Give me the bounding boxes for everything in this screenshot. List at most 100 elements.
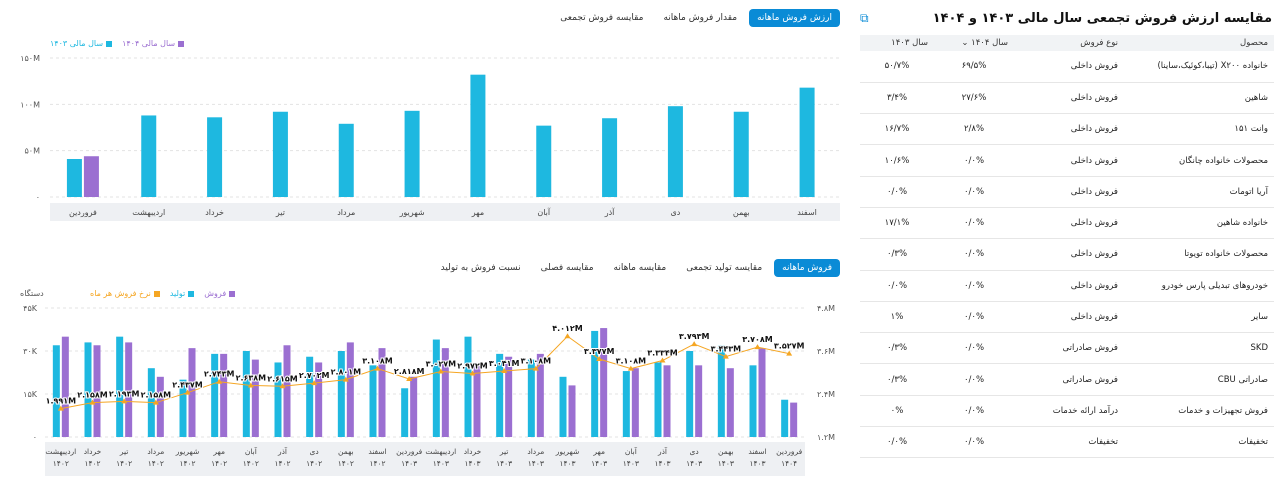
cell-sale-type: فروش داخلی (1014, 144, 1124, 177)
bar-production (84, 342, 92, 437)
rate-line (60, 335, 790, 410)
x-tick-year: ۱۴۰۲ (148, 459, 164, 468)
bar-production (496, 353, 504, 437)
bar-sales (188, 348, 196, 437)
cell-1403: ۵۰/۷% (860, 51, 934, 83)
bar-production (781, 399, 789, 437)
tab-cumulative-production[interactable]: مقایسه تولید تجمعی (686, 263, 763, 273)
bar-sales (568, 385, 576, 437)
cell-1403: ۰/۰% (860, 270, 934, 302)
tab-cumulative-sales[interactable]: مقایسه فروش تجمعی (560, 13, 644, 23)
bar-1404 (83, 156, 99, 197)
col-1404[interactable]: سال ۱۴۰۴ ⌄ (934, 35, 1014, 51)
table-row[interactable]: محصولات خانواده چانگان فروش داخلی ۰/۰% ۱۰/۶… (860, 144, 1274, 177)
legend-item-production[interactable]: تولید (170, 289, 195, 298)
x-tick-label: شهریور (399, 208, 425, 217)
y-left-tick-label: ۰ (33, 433, 37, 442)
y-tick-label: ۱۵۰M (20, 54, 40, 63)
bar-1403 (404, 110, 420, 197)
table-row[interactable]: خانواده X۲۰۰ (تیبا،کوئیک،ساینا) فروش داخل… (860, 51, 1274, 83)
tab-seasonal-comparison[interactable]: مقایسه فصلی (540, 263, 594, 273)
tab-monthly-sales[interactable]: فروش ماهانه (774, 259, 840, 277)
rate-data-label: ۲.۱۵۸M (77, 391, 108, 400)
cell-sale-type: فروش صادراتی (1014, 332, 1124, 365)
rate-point (89, 399, 96, 405)
expand-icon[interactable]: ⧉ (860, 10, 869, 25)
x-tick-label: آذر (277, 446, 288, 456)
x-tick-year: ۱۴۰۲ (338, 459, 354, 468)
table-row[interactable]: وانت ۱۵۱ فروش داخلی ۲/۸% ۱۶/۷% (860, 113, 1274, 146)
x-tick-label: فروردین (69, 208, 97, 217)
rate-point (691, 341, 698, 347)
x-tick-year: ۱۴۰۳ (401, 459, 417, 468)
rate-point (406, 376, 413, 382)
rate-data-label: ۱.۹۹۱M (46, 397, 77, 406)
cell-product: سایر (1124, 301, 1274, 334)
rate-data-label: ۲.۷۰۲M (299, 371, 330, 380)
bar-production (116, 336, 124, 437)
table-row[interactable]: شاهین فروش داخلی ۲۷/۶% ۳/۴% (860, 82, 1274, 115)
x-tick-year: ۱۴۰۲ (116, 459, 132, 468)
x-tick-label: خرداد (464, 447, 482, 456)
col-1403[interactable]: سال ۱۴۰۳ (860, 35, 934, 51)
x-tick-label: فروردین (396, 447, 423, 456)
x-tick-label: بهمن (718, 447, 734, 456)
table-row[interactable]: خانواده شاهین فروش داخلی ۰/۰% ۱۷/۱% (860, 207, 1274, 240)
tab-monthly-sales-value[interactable]: ارزش فروش ماهانه (749, 9, 840, 27)
cell-1404: ۰/۰% (934, 144, 1014, 177)
bar-production (654, 362, 662, 437)
rate-point (532, 365, 539, 371)
cell-1403: ۰/۳% (860, 238, 934, 271)
x-tick-label: دی (671, 208, 681, 217)
bar-sales (220, 353, 228, 437)
legend-item-sales[interactable]: فروش (204, 289, 236, 298)
cell-product: صادراتی CBU (1124, 363, 1274, 396)
col-sale-type[interactable]: نوع فروش (1014, 35, 1124, 51)
cell-sale-type: فروش صادراتی (1014, 363, 1124, 396)
rate-point (786, 350, 793, 356)
rate-point (501, 368, 508, 374)
rate-point (627, 365, 634, 371)
cell-1404: ۰/۰% (934, 395, 1014, 428)
top-chart-legend: سال مالی ۱۴۰۴ سال مالی ۱۴۰۳ (50, 39, 185, 48)
table-row[interactable]: فروش تجهیزات و خدمات درآمد ارائه خدمات ۰/۰… (860, 395, 1274, 428)
bar-sales (473, 365, 481, 437)
table-row[interactable]: صادراتی CBU فروش صادراتی ۰/۰% ۰/۳% (860, 363, 1274, 396)
cell-1403: ۳/۴% (860, 82, 934, 115)
bar-sales (156, 376, 164, 437)
cell-sale-type: تخفیفات (1014, 426, 1124, 459)
table-row[interactable]: محصولات خانواده تویوتا فروش داخلی ۰/۰% ۰/۳% (860, 238, 1274, 271)
tab-monthly-sales-quantity[interactable]: مقدار فروش ماهانه (663, 13, 738, 23)
table-row[interactable]: SKD فروش صادراتی ۰/۰% ۰/۳% (860, 332, 1274, 365)
bar-production (527, 359, 535, 437)
x-tick-label: شهریور (175, 447, 199, 456)
bar-1403 (272, 111, 288, 197)
col-product[interactable]: محصول (1124, 35, 1274, 51)
rate-point (342, 376, 349, 382)
rate-data-label: ۴.۰۱۲M (552, 324, 583, 333)
table-row[interactable]: آریا اتومات فروش داخلی ۰/۰% ۰/۰% (860, 176, 1274, 208)
x-tick-label: بهمن (733, 208, 750, 217)
bar-sales (536, 353, 544, 437)
bar-production (686, 351, 694, 437)
bar-1403 (602, 118, 618, 197)
tab-monthly-comparison[interactable]: مقایسه ماهانه (613, 263, 667, 273)
rate-data-label: ۳.۱۰۸M (362, 357, 393, 366)
legend-item-rate[interactable]: نرخ فروش هر ماه (90, 289, 160, 298)
x-tick-label: خرداد (84, 447, 102, 456)
legend-item-1403[interactable]: سال مالی ۱۴۰۳ (50, 39, 113, 48)
legend-item-1404[interactable]: سال مالی ۱۴۰۴ (122, 39, 185, 48)
bar-production (622, 371, 630, 437)
x-tick-year: ۱۴۰۳ (496, 459, 512, 468)
bar-sales (283, 345, 291, 437)
bar-1403 (799, 87, 815, 197)
bar-production (306, 356, 314, 437)
table-row[interactable]: تخفیفات تخفیفات ۰/۰% ۰/۰% (860, 426, 1274, 459)
y-tick-label: ۱۰۰M (20, 100, 40, 109)
table-row[interactable]: سایر فروش داخلی ۰/۰% ۱% (860, 301, 1274, 334)
table-row[interactable]: خودروهای تبدیلی پارس خودرو فروش داخلی ۰/۰%… (860, 270, 1274, 302)
sort-chevron-icon[interactable]: ⌄ (961, 38, 969, 48)
y-right-tick-label: ۴.۸M (817, 304, 835, 313)
bar-sales (600, 328, 608, 437)
tab-sales-production-ratio[interactable]: نسبت فروش به تولید (440, 263, 521, 273)
